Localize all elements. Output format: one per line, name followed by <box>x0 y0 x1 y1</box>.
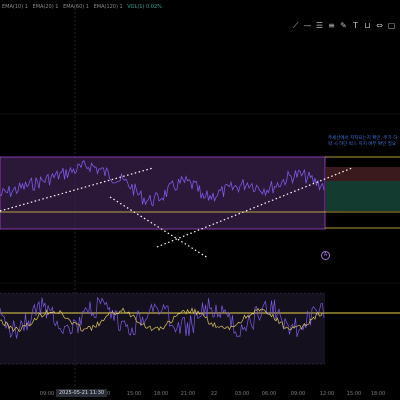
oscillator-signal-line <box>0 307 325 333</box>
clear-icon[interactable]: ▢ <box>387 20 396 30</box>
time-axis: 09:00 12:00 15:00 18:00 21:00 22 03:00 0… <box>0 388 400 400</box>
time-tick: 09:00 <box>39 391 55 397</box>
time-tick: 15:00 <box>346 391 362 397</box>
trendline-rising[interactable] <box>156 167 353 248</box>
chart-header: EMA(10) 1 EMA(20) 1 EMA(60) 1 EMA(120) 1… <box>0 0 400 16</box>
shapes-icon[interactable]: ⊔ <box>364 20 371 30</box>
indicator-vol[interactable]: VOL(1) 0.02% <box>127 4 162 10</box>
chart-note[interactable]: 추세선에서 지지되는지 확인, 추가 하락 시 하단 박스 지지 여부 확인 필… <box>328 136 398 147</box>
indicator-ema60[interactable]: EMA(60) 1 <box>63 4 89 10</box>
long-position-profit-zone[interactable] <box>326 181 400 211</box>
trendline-upper[interactable] <box>0 167 154 212</box>
indicator-legend: EMA(10) 1 EMA(20) 1 EMA(60) 1 EMA(120) 1… <box>2 4 165 10</box>
parallel-channel-icon[interactable]: ☰ <box>315 20 324 30</box>
measure-icon[interactable]: ⇔ <box>376 20 383 30</box>
trendline-down[interactable] <box>109 196 209 259</box>
crosshair-time-label: 2025-05-21 11:30 <box>56 389 108 397</box>
trend-line-icon[interactable]: ⟋ <box>292 20 299 30</box>
brush-icon[interactable]: ✎ <box>340 20 347 30</box>
price-line <box>0 160 325 207</box>
price-zone-box[interactable] <box>0 156 326 230</box>
time-tick: 18:00 <box>153 391 169 397</box>
fib-icon[interactable]: ≡ <box>328 20 335 30</box>
time-tick: 15:00 <box>126 391 142 397</box>
time-tick: 18:00 <box>370 391 386 397</box>
time-tick: 22 <box>210 391 218 397</box>
time-tick: 09:00 <box>290 391 306 397</box>
indicator-ema20[interactable]: EMA(20) 1 <box>32 4 59 10</box>
chart-canvas[interactable] <box>0 0 400 388</box>
indicator-ema10[interactable]: EMA(10) 1 <box>2 4 28 10</box>
time-tick: 12:00 <box>319 391 335 397</box>
time-tick: 21:00 <box>180 391 196 397</box>
text-icon[interactable]: T <box>353 20 358 30</box>
time-tick: 03:00 <box>234 391 250 397</box>
alert-icon[interactable]: A <box>321 251 330 260</box>
long-position-loss-zone[interactable] <box>326 167 400 181</box>
drawing-toolbar: ⟋ — ☰ ≡ ✎ T ⊔ ⇔ ▢ <box>291 18 396 32</box>
time-tick: 06:00 <box>261 391 277 397</box>
indicator-ema120[interactable]: EMA(120) 1 <box>93 4 123 10</box>
horizontal-line-icon[interactable]: — <box>303 20 312 30</box>
